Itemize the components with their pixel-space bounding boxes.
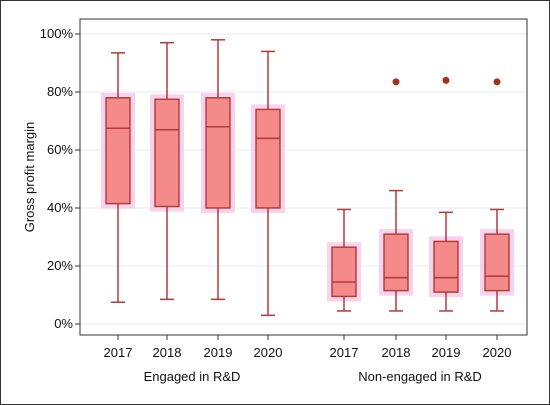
outlier-point xyxy=(392,78,400,86)
outlier-point xyxy=(493,78,501,86)
x-tick-label: 2020 xyxy=(254,345,283,360)
box-non-engaged-2019 xyxy=(429,76,463,312)
y-tick-label: 40% xyxy=(47,200,73,215)
boxes-layer xyxy=(101,39,514,317)
y-axis-ticks: 0% 20% 40% 60% 80% 100% xyxy=(40,26,80,331)
x-tick-label: 2018 xyxy=(153,345,182,360)
box-non-engaged-2020 xyxy=(480,78,514,312)
x-tick-label: 2017 xyxy=(104,345,133,360)
group-label-engaged: Engaged in R&D xyxy=(144,369,241,384)
box-engaged-2019 xyxy=(201,39,235,301)
y-tick-label: 20% xyxy=(47,258,73,273)
iqr-box xyxy=(205,97,231,209)
x-tick-label: 2020 xyxy=(483,345,512,360)
iqr-box xyxy=(484,233,510,292)
box-engaged-2017 xyxy=(101,52,135,303)
box-engaged-2018 xyxy=(150,41,184,301)
outlier-point xyxy=(442,76,450,84)
iqr-box xyxy=(433,240,459,293)
iqr-box xyxy=(255,108,281,209)
x-tick-label: 2019 xyxy=(204,345,233,360)
group-label-non-engaged: Non-engaged in R&D xyxy=(358,369,482,384)
y-tick-label: 60% xyxy=(47,142,73,157)
x-tick-label: 2018 xyxy=(382,345,411,360)
box-non-engaged-2018 xyxy=(379,78,413,312)
iqr-box xyxy=(105,97,131,205)
x-tick-label: 2017 xyxy=(330,345,359,360)
x-axis-ticks: 2017 2018 2019 2020 2017 2018 2019 2020 xyxy=(104,335,512,360)
x-tick-label: 2019 xyxy=(432,345,461,360)
iqr-box xyxy=(331,246,357,298)
y-tick-label: 80% xyxy=(47,84,73,99)
box-engaged-2020 xyxy=(251,50,285,317)
y-tick-label: 0% xyxy=(54,316,73,331)
box-non-engaged-2017 xyxy=(327,208,361,312)
plot-area-frame xyxy=(79,18,528,336)
iqr-box xyxy=(383,233,409,292)
iqr-box xyxy=(154,98,180,208)
y-axis-title: Gross profit margin xyxy=(22,122,37,233)
y-tick-label: 100% xyxy=(40,26,74,41)
